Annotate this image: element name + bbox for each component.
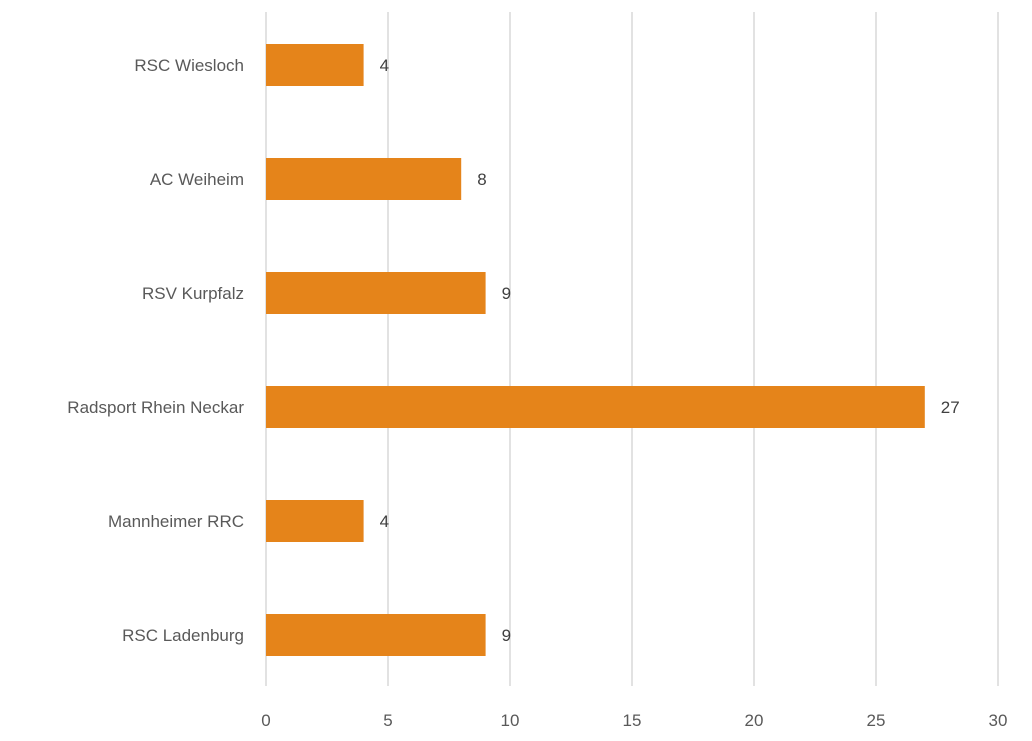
x-tick-label: 15 (623, 711, 642, 730)
data-labels: 4 8 9 27 4 9 (380, 56, 960, 645)
category-label: Mannheimer RRC (108, 512, 244, 531)
x-tick-label: 5 (383, 711, 392, 730)
x-tick-label: 30 (989, 711, 1008, 730)
category-label: AC Weiheim (150, 170, 244, 189)
category-label: RSC Wiesloch (134, 56, 244, 75)
data-label: 4 (380, 56, 389, 75)
data-label: 8 (477, 170, 486, 189)
data-label: 4 (380, 512, 389, 531)
bars (266, 44, 925, 656)
bar (266, 500, 364, 542)
data-label: 9 (502, 284, 511, 303)
data-label: 27 (941, 398, 960, 417)
data-label: 9 (502, 626, 511, 645)
bar (266, 44, 364, 86)
x-tick-label: 10 (501, 711, 520, 730)
category-label: RSC Ladenburg (122, 626, 244, 645)
gridlines (265, 12, 999, 686)
x-tick-label: 20 (745, 711, 764, 730)
x-axis-ticks: 0 5 10 15 20 25 30 (261, 711, 1007, 730)
bar (266, 158, 462, 200)
x-tick-label: 0 (261, 711, 270, 730)
bar (266, 386, 925, 428)
category-label: RSV Kurpfalz (142, 284, 244, 303)
x-tick-label: 25 (867, 711, 886, 730)
bar (266, 614, 486, 656)
category-label: Radsport Rhein Neckar (67, 398, 244, 417)
category-labels: RSC Wiesloch AC Weiheim RSV Kurpfalz Radspo… (67, 56, 244, 645)
bar (266, 272, 486, 314)
